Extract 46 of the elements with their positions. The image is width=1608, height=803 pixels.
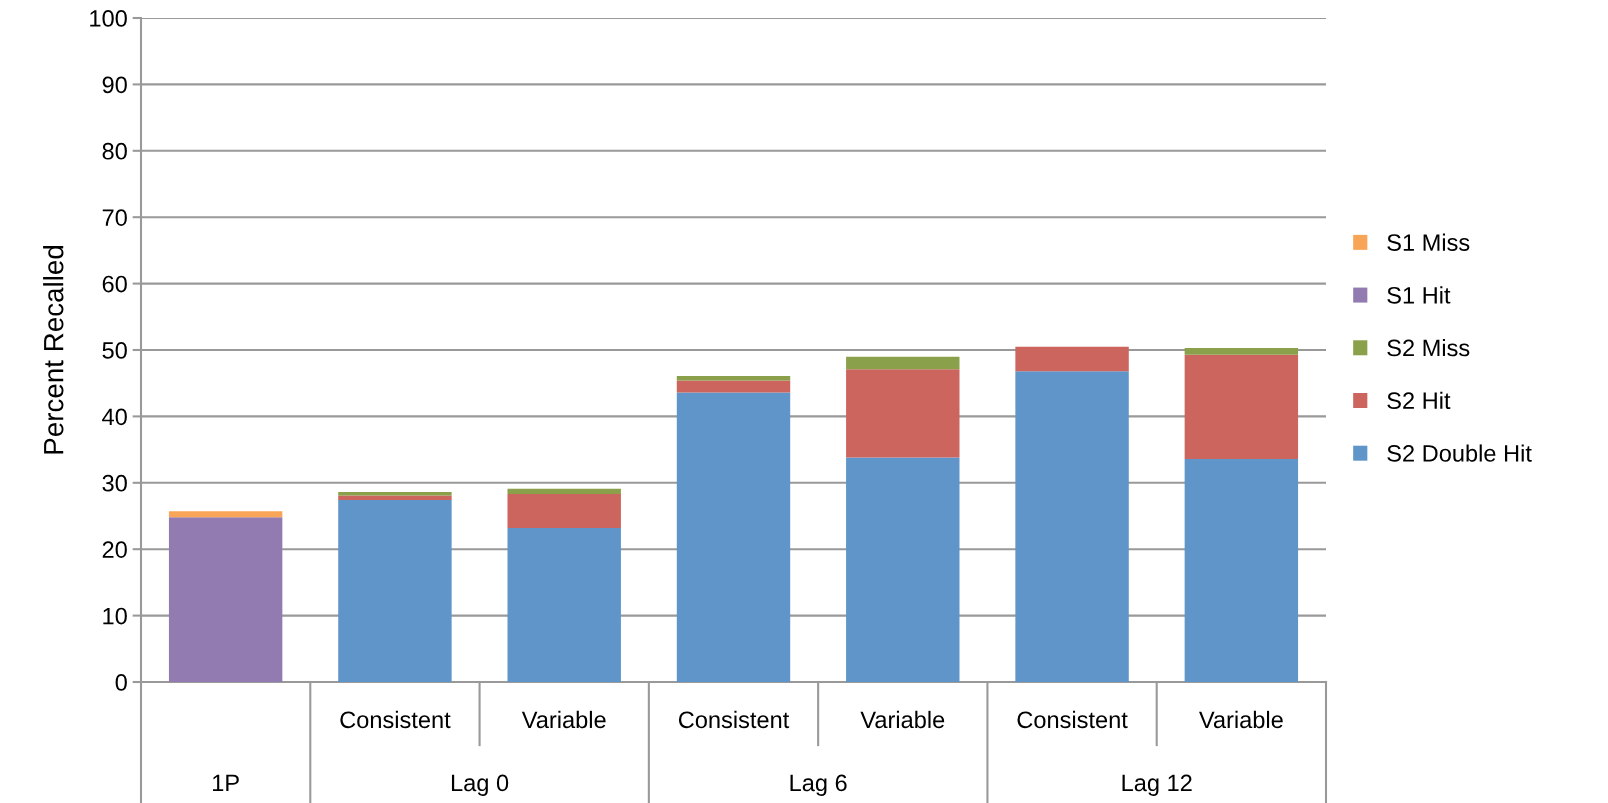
bar — [846, 457, 960, 682]
bar — [1184, 458, 1299, 682]
legend-label: S2 Hit — [1387, 391, 1451, 410]
legend-label: S2 Miss — [1387, 339, 1470, 357]
x-tick-label: Consistent — [340, 710, 451, 729]
y-tick-label: 30 — [102, 474, 127, 492]
text: 1P — [213, 774, 239, 792]
text: Lag 6 — [790, 774, 847, 796]
x-tick-label: Variable — [1199, 710, 1283, 729]
bar — [1015, 346, 1129, 372]
text: Lag 12 — [1122, 774, 1192, 796]
y-tick-label: 90 — [102, 76, 127, 94]
bar — [676, 392, 791, 682]
bar — [1184, 354, 1299, 459]
x-tick-label: Variable — [860, 710, 945, 729]
bar — [507, 488, 621, 495]
y-tick-label: 80 — [102, 142, 127, 160]
bar — [507, 527, 621, 682]
x-tick-label: Consistent — [1017, 710, 1128, 729]
y-tick-label: 70 — [102, 209, 127, 226]
bar — [338, 500, 452, 682]
bar — [507, 494, 621, 528]
y-tick-label: 100 — [90, 10, 127, 27]
bar — [338, 495, 452, 501]
bar — [846, 369, 960, 458]
bar — [1015, 371, 1129, 682]
legend-label: S2 Double Hit — [1387, 444, 1532, 462]
bar — [676, 375, 791, 381]
bar — [1184, 348, 1299, 355]
y-tick-label: 40 — [102, 408, 127, 426]
y-tick-label: 10 — [103, 607, 127, 625]
x-tick-label: Consistent — [678, 710, 790, 729]
x-tick-label: Variable — [521, 710, 606, 729]
legend-label: S1 Miss — [1387, 233, 1470, 251]
y-tick-label: 20 — [102, 541, 127, 558]
y-axis-title: Percent Recalled — [43, 246, 64, 454]
bar — [168, 511, 283, 518]
bar — [676, 380, 791, 393]
y-tick-label: 0 — [115, 674, 127, 691]
text: Lag 0 — [451, 774, 509, 796]
bar — [338, 492, 452, 496]
y-tick-label: 50 — [102, 342, 127, 359]
legend-label: S1 Hit — [1387, 286, 1451, 304]
bar — [846, 356, 960, 370]
bar — [168, 517, 283, 682]
y-tick-label: 60 — [102, 275, 127, 293]
